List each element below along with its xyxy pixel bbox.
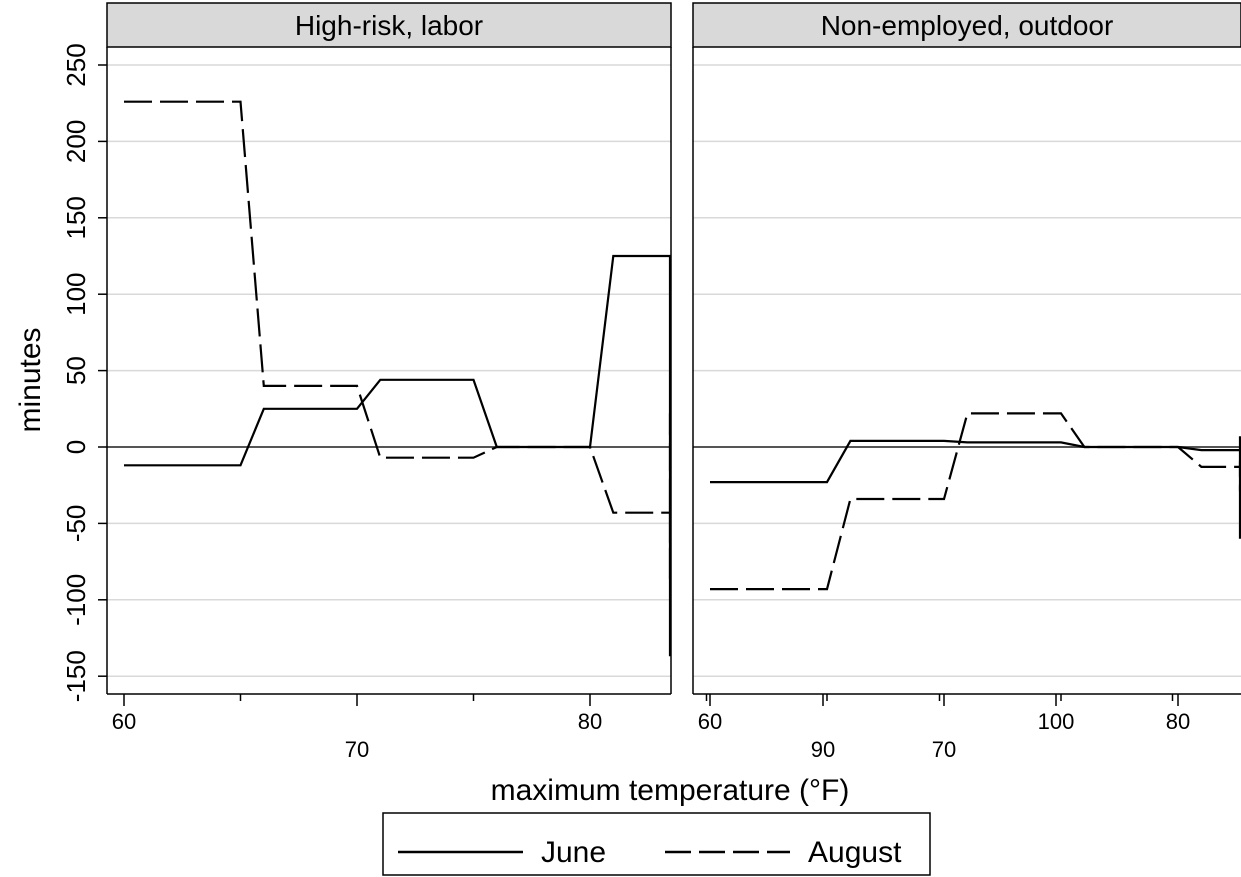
- y-tick-label: 200: [61, 120, 91, 163]
- legend-label-june: June: [541, 836, 606, 869]
- panel-title: High-risk, labor: [295, 10, 483, 41]
- y-tick-label: -100: [61, 574, 91, 626]
- x-tick-label: 60: [698, 709, 722, 734]
- x-tick-label: 70: [932, 737, 956, 762]
- x-axis-label: maximum temperature (°F): [491, 774, 850, 807]
- x-tick-label: 70: [345, 737, 369, 762]
- panel-header: [692, 2, 1241, 48]
- y-tick-label: 0: [61, 440, 91, 454]
- y-tick-label: 50: [61, 356, 91, 385]
- panel-1: High-risk, labor -150 -100 -50 0 50 100 150 200 2…: [61, 2, 1174, 762]
- x-tick-label: 100: [1038, 709, 1075, 734]
- y-tick-label: -150: [61, 650, 91, 702]
- y-tick-label: 250: [61, 43, 91, 86]
- panel-header: [106, 2, 672, 48]
- x-tick-label: 80: [578, 709, 602, 734]
- panels: High-risk, labor -150 -100 -50 0 50 100 150 200 2…: [61, 2, 1241, 762]
- panel-title: Non-employed, outdoor: [821, 10, 1114, 41]
- series-line-june: [710, 436, 1241, 539]
- x-tick-label: 80: [1166, 709, 1190, 734]
- y-axis-label: minutes: [14, 327, 47, 432]
- panel-2: Non-employed, outdoor 60 80 100 70 90: [692, 2, 1241, 762]
- y-tick-label: 100: [61, 273, 91, 316]
- y-tick-label: 150: [61, 196, 91, 239]
- series-line-august: [710, 412, 1241, 591]
- series-line-june: [124, 254, 672, 657]
- x-tick-label: 60: [112, 709, 136, 734]
- legend: June August: [382, 812, 931, 876]
- legend-label-august: August: [808, 836, 902, 869]
- legend-box: [382, 812, 931, 876]
- y-tick-label: -50: [61, 505, 91, 543]
- x-tick-label: 90: [811, 737, 835, 762]
- series-line-august: [124, 100, 672, 582]
